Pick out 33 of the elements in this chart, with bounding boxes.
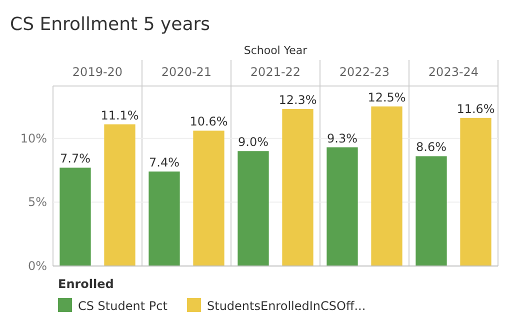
data-label: 9.0% bbox=[238, 135, 268, 150]
bar bbox=[148, 172, 180, 266]
data-label: 8.6% bbox=[416, 140, 446, 154]
x-tick-label: 2019-20 bbox=[72, 65, 123, 79]
data-label: 10.6% bbox=[190, 114, 228, 129]
y-tick-label: 10% bbox=[20, 131, 47, 146]
data-label: 9.3% bbox=[327, 131, 358, 146]
data-label: 11.6% bbox=[456, 102, 495, 116]
x-tick-label: 2021-22 bbox=[250, 65, 301, 79]
chart-title: CS Enrollment 5 years bbox=[10, 14, 210, 35]
y-tick-label: 0% bbox=[28, 259, 47, 273]
x-tick-label: 2020-21 bbox=[161, 65, 212, 79]
x-tick-label: 2022-23 bbox=[339, 65, 390, 79]
y-tick-label: 5% bbox=[28, 195, 47, 210]
bar bbox=[104, 124, 136, 266]
bar bbox=[416, 156, 447, 266]
data-label: 12.3% bbox=[278, 92, 317, 107]
data-label: 11.1% bbox=[100, 108, 139, 122]
bar bbox=[282, 108, 314, 266]
bar bbox=[326, 147, 358, 266]
data-label: 7.4% bbox=[149, 156, 180, 170]
bar bbox=[60, 168, 91, 266]
data-label: 7.7% bbox=[60, 152, 90, 166]
data-label: 12.5% bbox=[368, 90, 406, 104]
legend-label: CS Student Pct bbox=[78, 299, 168, 313]
x-axis-title: School Year bbox=[244, 44, 308, 57]
legend-label: StudentsEnrolledInCSOff... bbox=[207, 299, 366, 313]
bar bbox=[238, 151, 269, 266]
legend-title: Enrolled bbox=[58, 277, 114, 291]
bar bbox=[193, 130, 224, 266]
bar bbox=[371, 106, 402, 266]
bar bbox=[460, 118, 492, 266]
x-tick-label: 2023-24 bbox=[428, 65, 479, 79]
